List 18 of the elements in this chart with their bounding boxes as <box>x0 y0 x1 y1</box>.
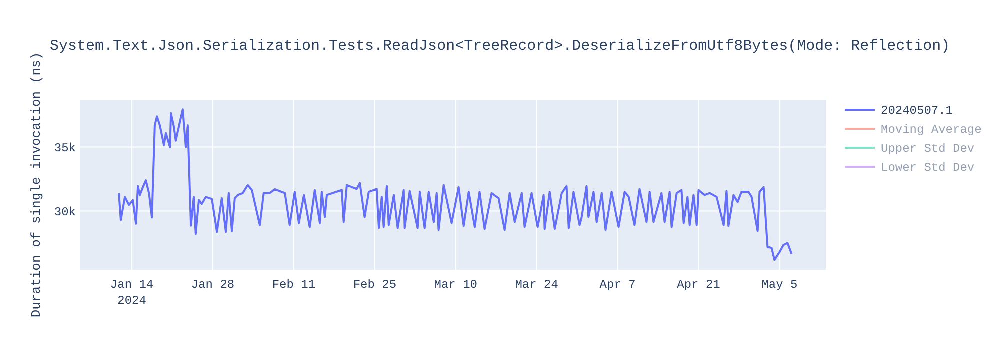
x-tick-label: Feb 11 <box>272 278 316 292</box>
x-tick-label: Jan 28 <box>191 278 235 292</box>
legend-label: Upper Std Dev <box>881 142 975 156</box>
x-tick-label: Feb 25 <box>353 278 397 292</box>
chart-title: System.Text.Json.Serialization.Tests.ReadJson<TreeRecord>.DeserializeFromUtf8Bytes(Mode: Reflection) <box>50 38 950 55</box>
y-tick-label: 35k <box>54 141 76 156</box>
x-tick-label: Jan 14 2024 <box>110 278 154 308</box>
legend-label: 20240507.1 <box>881 104 954 118</box>
x-tick-label: Mar 24 <box>515 278 558 292</box>
x-tick-label: May 5 <box>762 278 798 292</box>
y-tick-label: 30k <box>54 205 76 220</box>
x-tick-label: Mar 10 <box>434 278 478 292</box>
y-axis-title: Duration of single invocation (ns) <box>29 52 44 318</box>
line-series <box>118 108 793 262</box>
x-tick-label: Apr 21 <box>677 278 720 292</box>
legend-label: Lower Std Dev <box>881 161 975 176</box>
x-tick-label: Apr 7 <box>600 278 636 292</box>
legend-label: Moving Average <box>881 123 982 138</box>
